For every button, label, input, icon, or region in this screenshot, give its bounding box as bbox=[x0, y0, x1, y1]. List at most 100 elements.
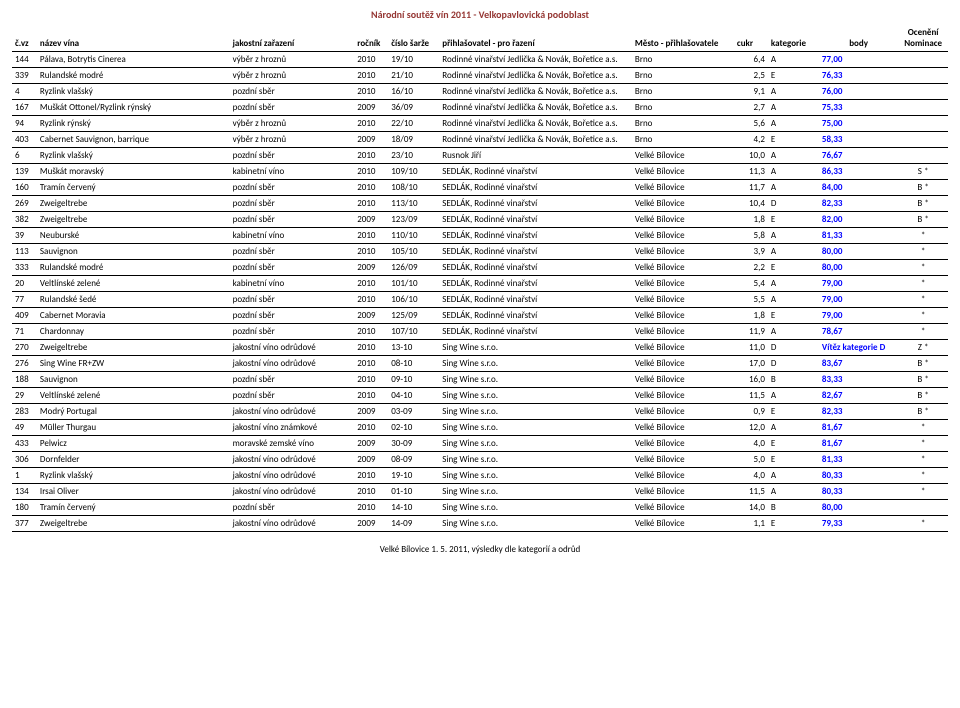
cell: 2010 bbox=[354, 52, 388, 68]
cell: pozdní sběr bbox=[230, 500, 355, 516]
cell bbox=[898, 100, 948, 116]
cell: Rodinné vinařství Jedlička & Novák, Boře… bbox=[439, 68, 632, 84]
table-row: 269Zweigeltrebepozdní sběr2010113/10SEDL… bbox=[12, 196, 948, 212]
cell: výběr z hroznů bbox=[230, 132, 355, 148]
cell: 19-10 bbox=[388, 468, 439, 484]
table-row: 144Pálava, Botrytis Cinereavýběr z hrozn… bbox=[12, 52, 948, 68]
cell: 86,33 bbox=[819, 164, 898, 180]
cell: Zweigeltrebe bbox=[37, 516, 230, 532]
cell: 2010 bbox=[354, 228, 388, 244]
cell bbox=[898, 52, 948, 68]
cell: 2010 bbox=[354, 84, 388, 100]
cell: výběr z hroznů bbox=[230, 116, 355, 132]
cell: A bbox=[768, 180, 819, 196]
cell: Pálava, Botrytis Cinerea bbox=[37, 52, 230, 68]
cell: 110/10 bbox=[388, 228, 439, 244]
cell: Velké Bílovice bbox=[632, 420, 734, 436]
col-jakostni: jakostní zařazení bbox=[230, 25, 355, 52]
cell: 2010 bbox=[354, 68, 388, 84]
cell: 16,0 bbox=[734, 372, 768, 388]
cell: 2010 bbox=[354, 276, 388, 292]
cell: výběr z hroznů bbox=[230, 68, 355, 84]
cell: 75,33 bbox=[819, 100, 898, 116]
cell: 377 bbox=[12, 516, 37, 532]
cell: 2010 bbox=[354, 340, 388, 356]
cell: Velké Bílovice bbox=[632, 260, 734, 276]
cell: 2010 bbox=[354, 468, 388, 484]
table-row: 306Dornfelderjakostní víno odrůdové20090… bbox=[12, 452, 948, 468]
cell: Velké Bílovice bbox=[632, 292, 734, 308]
table-row: 49Müller Thurgaujakostní víno známkové20… bbox=[12, 420, 948, 436]
cell: 113 bbox=[12, 244, 37, 260]
cell: 125/09 bbox=[388, 308, 439, 324]
cell: E bbox=[768, 212, 819, 228]
cell: 2010 bbox=[354, 420, 388, 436]
cell: Rodinné vinařství Jedlička & Novák, Boře… bbox=[439, 52, 632, 68]
table-row: 403Cabernet Sauvignon, barriquevýběr z h… bbox=[12, 132, 948, 148]
table-row: 39Neuburskékabinetní víno2010110/10SEDLÁ… bbox=[12, 228, 948, 244]
cell: pozdní sběr bbox=[230, 260, 355, 276]
cell: B * bbox=[898, 372, 948, 388]
cell bbox=[898, 132, 948, 148]
table-row: 4Ryzlink vlašskýpozdní sběr201016/10Rodi… bbox=[12, 84, 948, 100]
cell: 270 bbox=[12, 340, 37, 356]
cell: 80,33 bbox=[819, 468, 898, 484]
cell: * bbox=[898, 324, 948, 340]
cell: 14,0 bbox=[734, 500, 768, 516]
cell: kabinetní víno bbox=[230, 276, 355, 292]
cell: 1,8 bbox=[734, 308, 768, 324]
cell: jakostní víno odrůdové bbox=[230, 516, 355, 532]
cell: jakostní víno známkové bbox=[230, 420, 355, 436]
col-nazev: název vína bbox=[37, 25, 230, 52]
cell: * bbox=[898, 468, 948, 484]
cell: 80,33 bbox=[819, 484, 898, 500]
cell: * bbox=[898, 484, 948, 500]
table-row: 1Ryzlink vlašskýjakostní víno odrůdové20… bbox=[12, 468, 948, 484]
cell: SEDLÁK, Rodinné vinařství bbox=[439, 196, 632, 212]
cell: 113/10 bbox=[388, 196, 439, 212]
cell: 16/10 bbox=[388, 84, 439, 100]
cell: Brno bbox=[632, 132, 734, 148]
cell: A bbox=[768, 292, 819, 308]
cell: E bbox=[768, 436, 819, 452]
cell: 29 bbox=[12, 388, 37, 404]
cell: Brno bbox=[632, 68, 734, 84]
cell: 105/10 bbox=[388, 244, 439, 260]
cell: Velké Bílovice bbox=[632, 244, 734, 260]
cell: 4,0 bbox=[734, 468, 768, 484]
cell: Velké Bílovice bbox=[632, 388, 734, 404]
cell: * bbox=[898, 292, 948, 308]
col-oceneni: Ocenění Nominace bbox=[898, 25, 948, 52]
cell: SEDLÁK, Rodinné vinařství bbox=[439, 308, 632, 324]
cell: 134 bbox=[12, 484, 37, 500]
cell: 107/10 bbox=[388, 324, 439, 340]
table-row: 382Zweigeltrebepozdní sběr2009123/09SEDL… bbox=[12, 212, 948, 228]
cell: A bbox=[768, 52, 819, 68]
cell: * bbox=[898, 436, 948, 452]
cell: 188 bbox=[12, 372, 37, 388]
cell: jakostní víno odrůdové bbox=[230, 484, 355, 500]
cell: Tramín červený bbox=[37, 500, 230, 516]
cell: Sing Wine s.r.o. bbox=[439, 468, 632, 484]
cell: 2009 bbox=[354, 132, 388, 148]
cell: 08-10 bbox=[388, 356, 439, 372]
cell: 01-10 bbox=[388, 484, 439, 500]
cell: Velké Bílovice bbox=[632, 180, 734, 196]
table-row: 113Sauvignonpozdní sběr2010105/10SEDLÁK,… bbox=[12, 244, 948, 260]
cell: 126/09 bbox=[388, 260, 439, 276]
cell: Sauvignon bbox=[37, 244, 230, 260]
table-row: 433Pelwiczmoravské zemské víno200930-09S… bbox=[12, 436, 948, 452]
cell: pozdní sběr bbox=[230, 100, 355, 116]
cell: 75,00 bbox=[819, 116, 898, 132]
table-row: 180Tramín červenýpozdní sběr201014-10Sin… bbox=[12, 500, 948, 516]
cell: Sing Wine s.r.o. bbox=[439, 516, 632, 532]
cell: Ryzlink vlašský bbox=[37, 468, 230, 484]
cell: Velké Bílovice bbox=[632, 436, 734, 452]
cell bbox=[898, 500, 948, 516]
cell: A bbox=[768, 84, 819, 100]
cell: kabinetní víno bbox=[230, 228, 355, 244]
col-mesto: Město - přihlašovatele bbox=[632, 25, 734, 52]
cell: 80,00 bbox=[819, 244, 898, 260]
table-header-row: č.vz název vína jakostní zařazení ročník… bbox=[12, 25, 948, 52]
cell: E bbox=[768, 404, 819, 420]
